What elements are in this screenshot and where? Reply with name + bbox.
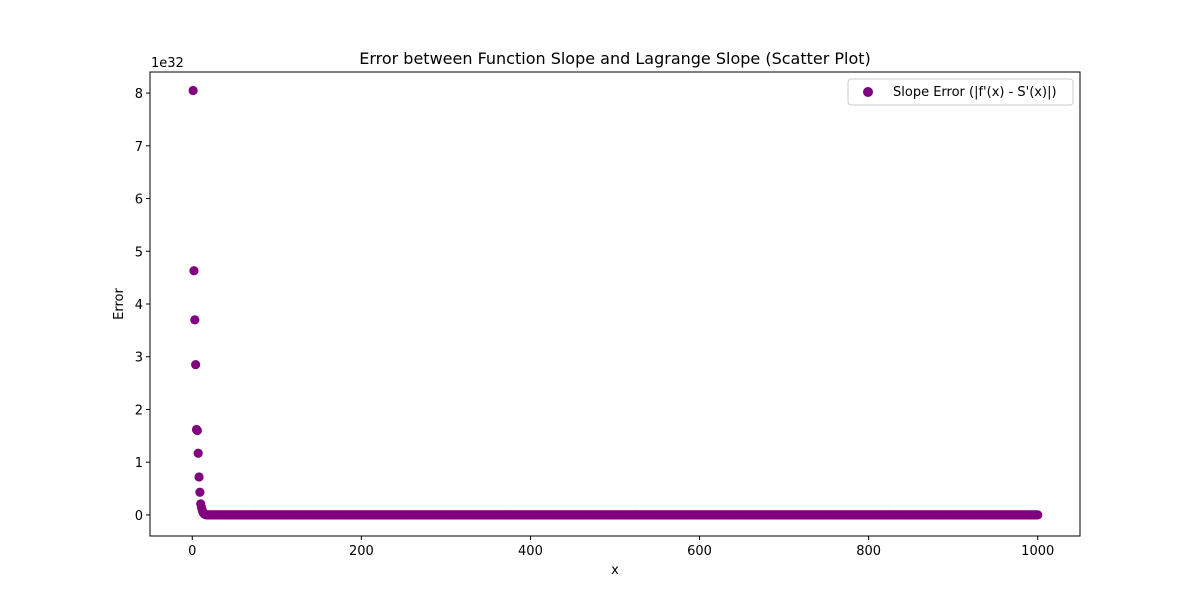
y-axis-ticks: 0 1 2 3 4 5 6 7 8: [135, 87, 150, 524]
x-tick-label: 400: [518, 544, 543, 559]
x-tick-label: 200: [349, 544, 374, 559]
y-tick-label: 2: [135, 403, 143, 418]
y-tick-label: 6: [135, 193, 143, 208]
x-tick-label: 800: [856, 544, 881, 559]
y-tick-label: 7: [135, 140, 143, 155]
data-point: [191, 360, 201, 370]
chart-title: Error between Function Slope and Lagrang…: [359, 49, 871, 68]
y-tick-label: 4: [135, 298, 143, 313]
data-point: [193, 448, 203, 458]
data-point: [192, 425, 202, 436]
x-tick-label: 600: [687, 544, 712, 559]
x-tick-label: 0: [188, 544, 196, 559]
legend: Slope Error (|f'(x) - S'(x)|): [847, 78, 1074, 106]
data-point: [189, 266, 199, 276]
y-tick-label: 8: [135, 87, 143, 102]
data-point: [194, 472, 204, 482]
y-tick-label: 5: [135, 245, 143, 260]
data-points: [188, 85, 1043, 520]
data-point: [188, 85, 198, 96]
y-offset-label: 1e32: [151, 56, 184, 71]
y-tick-label: 1: [135, 456, 143, 471]
x-axis-label: x: [611, 563, 619, 578]
y-tick-label: 3: [135, 351, 143, 366]
legend-label: Slope Error (|f'(x) - S'(x)|): [893, 85, 1057, 100]
data-point: [190, 315, 200, 325]
x-tick-label: 1000: [1021, 544, 1054, 559]
data-point: [1033, 510, 1043, 520]
legend-marker: [863, 87, 873, 97]
legend-box: [847, 78, 1074, 106]
y-tick-label: 0: [135, 509, 143, 524]
y-axis-label: Error: [112, 288, 127, 320]
x-axis-ticks: 0 200 400 600 800 1000: [188, 536, 1054, 559]
data-point: [195, 487, 205, 497]
